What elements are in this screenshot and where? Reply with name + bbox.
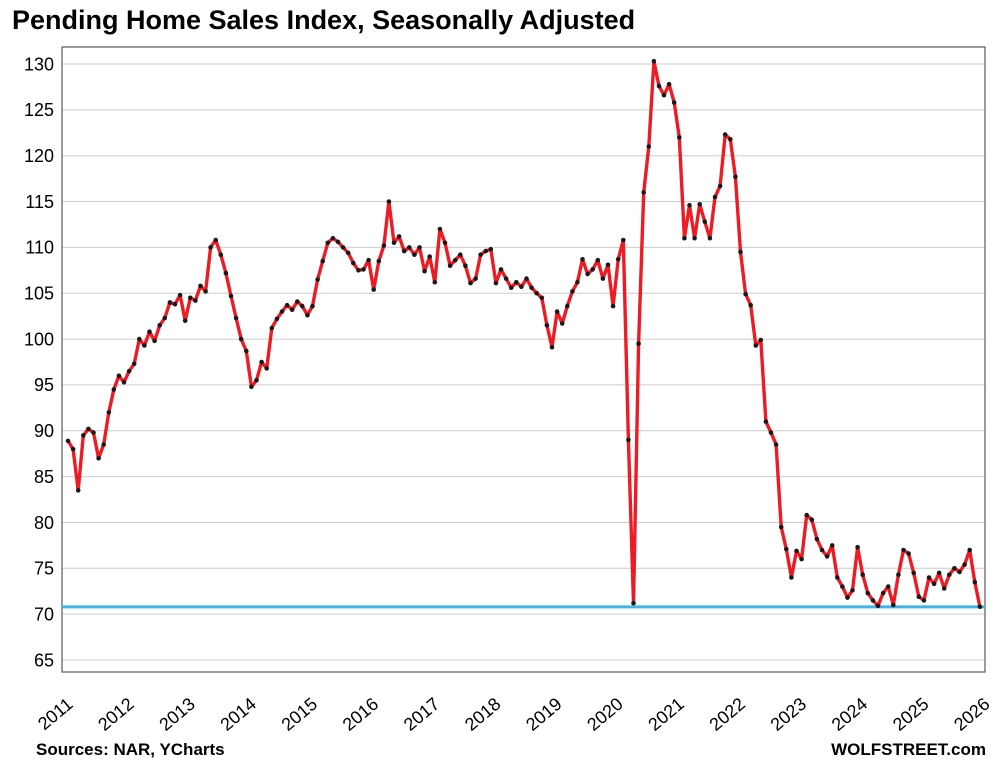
gridlines	[62, 63, 985, 661]
svg-text:2015: 2015	[278, 694, 322, 735]
svg-text:120: 120	[24, 146, 54, 166]
svg-text:2026: 2026	[950, 694, 994, 735]
brand-label: WOLFSTREET.com	[831, 740, 986, 759]
svg-text:2012: 2012	[94, 694, 138, 735]
svg-text:90: 90	[34, 421, 54, 441]
plot-border	[61, 46, 986, 673]
svg-text:80: 80	[34, 513, 54, 533]
svg-text:65: 65	[34, 650, 54, 670]
svg-text:2018: 2018	[461, 694, 505, 735]
svg-text:2014: 2014	[216, 694, 260, 735]
svg-text:85: 85	[34, 467, 54, 487]
svg-text:75: 75	[34, 559, 54, 579]
svg-text:70: 70	[34, 604, 54, 624]
svg-text:100: 100	[24, 329, 54, 349]
svg-text:125: 125	[24, 100, 54, 120]
svg-text:2019: 2019	[522, 694, 566, 735]
svg-text:2016: 2016	[339, 694, 383, 735]
x-axis-labels: 2011 2012 2013 2014 2015 2016 2017 2018 2019 2020…	[34, 694, 994, 735]
page-title: Pending Home Sales Index, Seasonally Adj…	[12, 5, 636, 35]
svg-text:2021: 2021	[644, 694, 688, 735]
svg-text:2013: 2013	[155, 694, 199, 735]
sources-label: Sources: NAR, YCharts	[36, 740, 225, 759]
svg-text:2017: 2017	[400, 694, 444, 735]
svg-text:130: 130	[24, 54, 54, 74]
svg-text:2024: 2024	[828, 694, 872, 735]
svg-text:115: 115	[25, 192, 54, 212]
svg-text:110: 110	[25, 238, 54, 258]
svg-text:2025: 2025	[889, 694, 933, 735]
svg-text:105: 105	[24, 284, 54, 304]
series-markers	[65, 58, 983, 610]
y-axis-labels: 65 70 75 80 85 90 95 100 105 110 115 120 125 130	[24, 54, 54, 670]
svg-text:95: 95	[34, 375, 54, 395]
svg-text:2011: 2011	[34, 694, 77, 734]
svg-text:2022: 2022	[706, 694, 750, 735]
svg-text:2020: 2020	[583, 694, 627, 735]
series-line	[66, 59, 982, 609]
svg-text:2023: 2023	[767, 694, 811, 735]
